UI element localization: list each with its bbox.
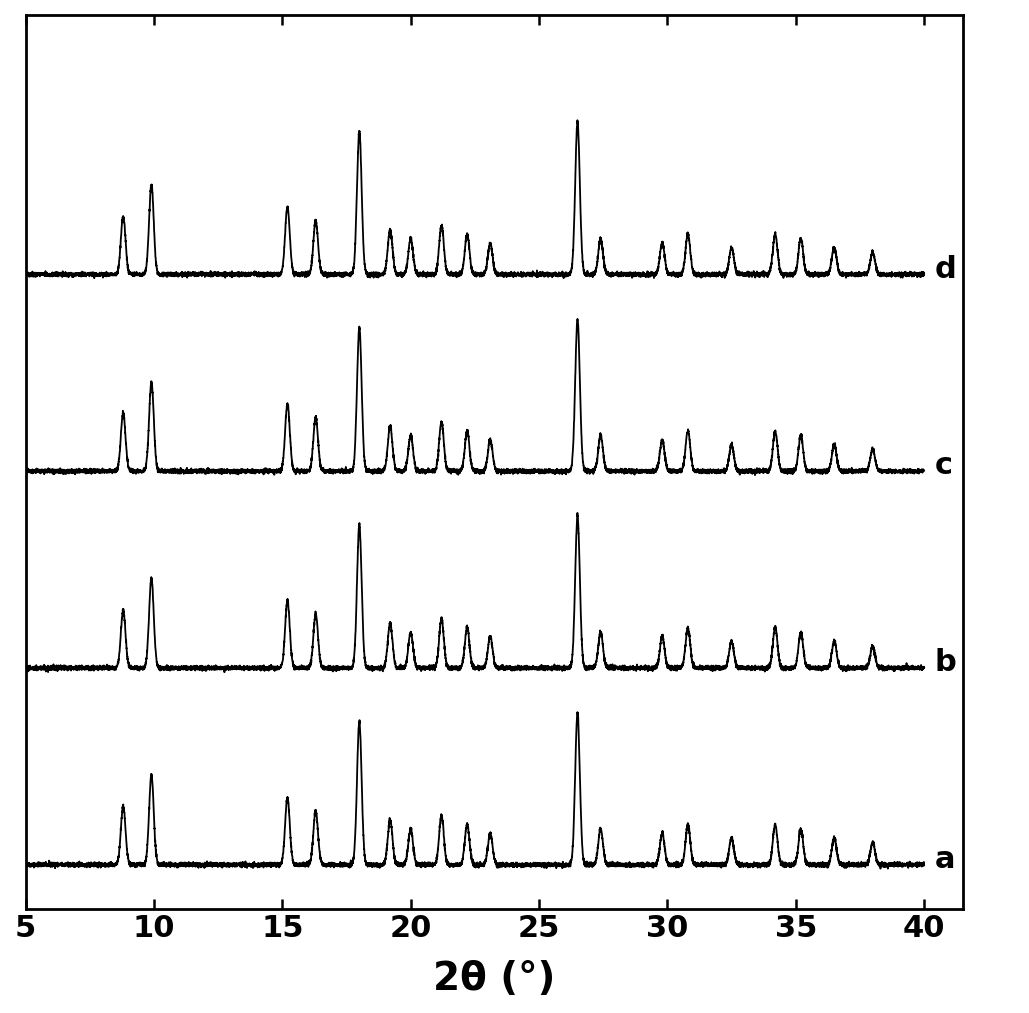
Text: b: b <box>934 648 956 677</box>
Text: a: a <box>934 845 955 874</box>
Text: c: c <box>934 452 952 480</box>
Text: d: d <box>934 254 956 284</box>
X-axis label: 2θ (°): 2θ (°) <box>433 960 556 998</box>
